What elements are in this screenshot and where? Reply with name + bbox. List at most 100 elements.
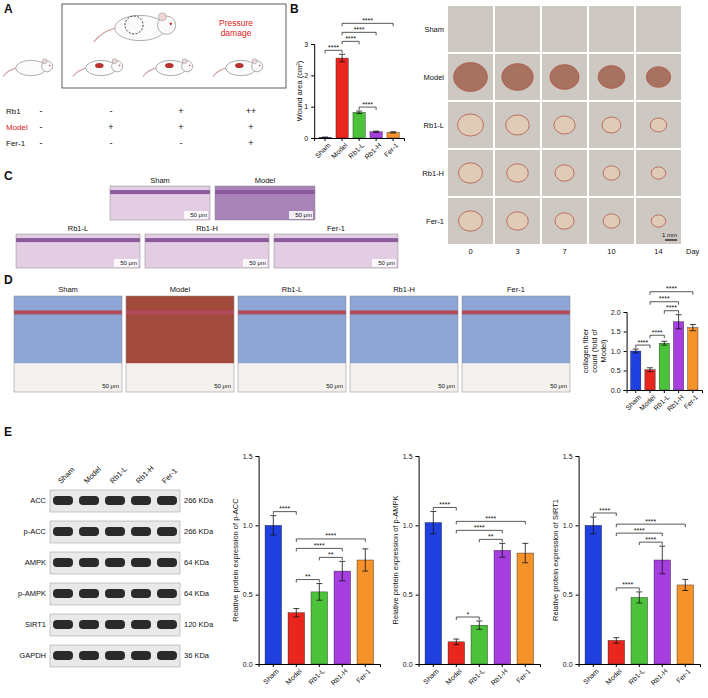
- error-bar: [613, 638, 619, 644]
- image-region: [350, 310, 458, 314]
- error-bar: [659, 546, 665, 574]
- lane-label: Sham: [56, 465, 76, 485]
- tick-mark: [365, 664, 366, 667]
- wound: [555, 165, 574, 181]
- blot-strip: [50, 552, 180, 574]
- tick-label: Rb1-L: [347, 141, 366, 160]
- tick-label: 0.5: [563, 591, 573, 598]
- axis-line: [624, 313, 628, 391]
- tick-mark: [502, 664, 503, 667]
- tick-mark: [456, 664, 457, 667]
- axis-title: collagen fibercount (fold ofModel): [581, 328, 608, 373]
- significance-label: ****: [634, 527, 645, 534]
- error-bar: [293, 609, 299, 617]
- error-bar: [453, 639, 459, 645]
- wound: [458, 114, 484, 136]
- y-tick: 2.0: [611, 309, 627, 316]
- protein-label: GAPDH: [19, 651, 46, 660]
- significance-label: ****: [362, 17, 373, 24]
- blot-band: [105, 558, 125, 567]
- significance-label: ****: [362, 101, 373, 108]
- significance-label: ****: [666, 304, 677, 311]
- image: [274, 234, 398, 268]
- axis-title: Relative protein expression of p-ACC: [231, 498, 240, 622]
- x-tick: Model: [444, 664, 463, 686]
- protein-label: ACC: [30, 496, 46, 505]
- label-patch: [289, 211, 313, 219]
- tick-mark: [576, 595, 579, 596]
- photo: [636, 102, 681, 148]
- photo: [448, 54, 493, 100]
- protein-label: SIRT1: [25, 620, 46, 629]
- blot-band: [53, 620, 73, 629]
- micrograph: [274, 234, 398, 268]
- wound-spot: [165, 63, 174, 68]
- treatment-mark: -: [40, 106, 43, 116]
- size-label: 36 KDa: [184, 651, 210, 660]
- blot-band: [157, 620, 177, 629]
- image: [350, 296, 458, 392]
- tick-label: 1.0: [563, 522, 573, 529]
- wound: [507, 164, 529, 182]
- wound: [550, 65, 579, 90]
- wound: [602, 117, 621, 133]
- tick-label: Model: [604, 667, 623, 686]
- x-tick: Fer-1: [383, 138, 400, 158]
- blot-band: [157, 558, 177, 567]
- treatment-mark: +: [248, 138, 253, 148]
- micrograph: [238, 296, 346, 392]
- bar: [631, 597, 648, 664]
- mouse-icon: [213, 59, 263, 77]
- tick-label: 0.0: [563, 661, 573, 668]
- axis-line: [315, 139, 405, 142]
- blot-band: [53, 496, 73, 505]
- blot-band: [157, 651, 177, 660]
- y-tick: 1: [304, 103, 314, 110]
- y-tick: 3: [304, 41, 314, 48]
- size-label: 266 KDa: [184, 496, 214, 505]
- blot-band: [79, 558, 99, 567]
- x-tick: Fer-1: [683, 390, 700, 410]
- scale-label: 50 μm: [249, 260, 266, 266]
- tick-mark: [593, 664, 594, 667]
- significance-label: ****: [645, 518, 656, 525]
- schematic-box: [62, 4, 286, 88]
- photo: [448, 6, 493, 52]
- tick-mark: [624, 312, 627, 313]
- blot-band: [131, 620, 151, 629]
- image-frame: [110, 186, 210, 220]
- micrograph: [126, 296, 234, 392]
- axis-line: [627, 391, 702, 394]
- image-label: Rb1-H: [196, 224, 218, 233]
- wound: [650, 118, 666, 132]
- plot-area: [265, 516, 374, 664]
- significance-label: ****: [474, 524, 485, 531]
- image: [14, 296, 122, 392]
- image-label: Rb1-L: [282, 285, 302, 294]
- blot-band: [105, 620, 125, 629]
- bar: [608, 640, 625, 664]
- y-tick: 1.0: [403, 522, 419, 529]
- bar-chart: 0.00.51.01.5ShamModelRb1-LRb1-HFer-1Rela…: [391, 453, 541, 687]
- tick-label: 2.0: [611, 309, 621, 316]
- row-label: Rb1: [6, 107, 21, 116]
- x-tick: Rb1-H: [329, 664, 348, 687]
- micrograph: [16, 234, 140, 268]
- image-frame: [215, 186, 315, 220]
- row-label: Rb1-H: [422, 169, 444, 178]
- significance-label: ****: [659, 295, 670, 302]
- mouse-part: [73, 68, 87, 77]
- image-frame: [462, 296, 570, 392]
- significance-label: *: [466, 611, 469, 618]
- x-tick: Rb1-H: [489, 664, 508, 687]
- tick-label: Rb1-L: [467, 667, 486, 686]
- image-frame: [274, 234, 398, 268]
- photo: [636, 54, 681, 100]
- error-bar: [339, 54, 345, 62]
- error-bar: [390, 132, 396, 133]
- text-line: count (fold of: [590, 328, 599, 372]
- day-label: 10: [607, 247, 615, 256]
- tick-label: 0.5: [403, 591, 413, 598]
- wound: [502, 64, 534, 91]
- scale-bar: [665, 239, 677, 240]
